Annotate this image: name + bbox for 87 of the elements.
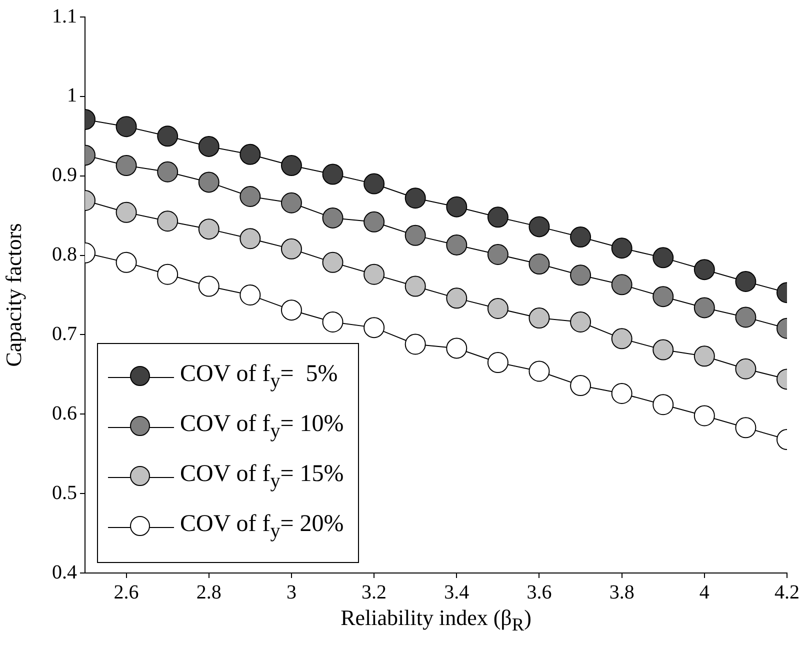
point	[487, 298, 508, 320]
point	[528, 308, 550, 329]
point	[322, 312, 344, 333]
point	[487, 352, 508, 374]
point	[735, 270, 756, 292]
y-tick-label: 0.6	[52, 402, 77, 424]
point	[735, 417, 756, 438]
point	[157, 264, 178, 285]
y-tick-label: 0.7	[52, 322, 77, 345]
point	[570, 226, 592, 248]
x-tick-label: 2.8	[196, 581, 222, 604]
point	[280, 300, 302, 321]
point	[570, 375, 592, 396]
y-tick-label: 1	[67, 84, 77, 107]
x-tick-label: 3.4	[444, 581, 470, 604]
x-tick-label: 4.2	[774, 581, 800, 604]
point	[404, 188, 426, 209]
point	[198, 136, 220, 157]
point	[240, 144, 261, 165]
point	[570, 312, 592, 333]
point	[322, 207, 344, 228]
point	[240, 228, 261, 250]
point	[694, 346, 715, 367]
point	[611, 238, 632, 259]
point	[157, 126, 178, 147]
point	[404, 276, 426, 297]
x-axis-title: Reliability index (β$_{R}$)	[340, 605, 532, 636]
y-tick-label: 0.8	[52, 244, 77, 266]
x-tick-label: 3	[286, 581, 296, 604]
point	[611, 382, 632, 404]
point	[694, 259, 715, 280]
point	[694, 297, 715, 318]
legend-label: COV of f$_{y}$= 5%	[180, 361, 338, 393]
x-tick-label: 2.6	[114, 581, 139, 604]
point	[198, 218, 220, 240]
point	[116, 202, 137, 223]
point	[570, 264, 592, 286]
point	[404, 334, 426, 355]
point	[487, 244, 508, 265]
point	[446, 196, 468, 218]
point	[364, 264, 385, 285]
point	[280, 238, 302, 260]
point	[240, 186, 261, 208]
legend-label: COV of f$_{y}$= 20%	[180, 511, 344, 543]
point	[157, 161, 178, 182]
point	[446, 234, 468, 256]
y-tick-label: 1.1	[52, 5, 77, 28]
point	[528, 254, 550, 275]
point	[116, 116, 137, 138]
point	[652, 339, 674, 360]
point	[611, 328, 632, 350]
point	[487, 206, 508, 228]
point	[198, 276, 220, 297]
point	[116, 155, 137, 176]
point	[694, 405, 715, 426]
point	[364, 173, 385, 194]
point	[157, 210, 178, 232]
point	[364, 317, 385, 338]
y-tick-label: 0.5	[52, 482, 77, 504]
point	[652, 247, 674, 268]
x-tick-label: 3.6	[526, 581, 552, 604]
point	[364, 211, 385, 232]
point	[652, 286, 674, 308]
point	[528, 360, 550, 382]
point	[322, 252, 344, 273]
x-tick-label: 3.8	[609, 581, 634, 604]
point	[446, 338, 468, 359]
y-tick-label: 0.9	[52, 164, 77, 186]
point	[652, 394, 674, 416]
x-tick-label: 3.2	[362, 581, 387, 604]
point	[611, 274, 632, 296]
point	[528, 216, 550, 238]
point	[735, 358, 756, 380]
point	[735, 306, 756, 328]
point	[404, 224, 426, 246]
legend-label: COV of f$_{y}$= 15%	[180, 461, 344, 493]
point	[446, 288, 468, 309]
point	[116, 252, 137, 273]
legend-label: COV of f$_{y}$= 10%	[180, 411, 344, 443]
y-axis-title: Capacity factors	[0, 223, 26, 367]
point	[322, 164, 344, 185]
y-tick-label: 0.4	[52, 561, 77, 584]
x-tick-label: 4	[699, 581, 710, 604]
point	[280, 192, 302, 214]
point	[198, 172, 220, 193]
point	[280, 155, 302, 176]
point	[240, 284, 261, 306]
